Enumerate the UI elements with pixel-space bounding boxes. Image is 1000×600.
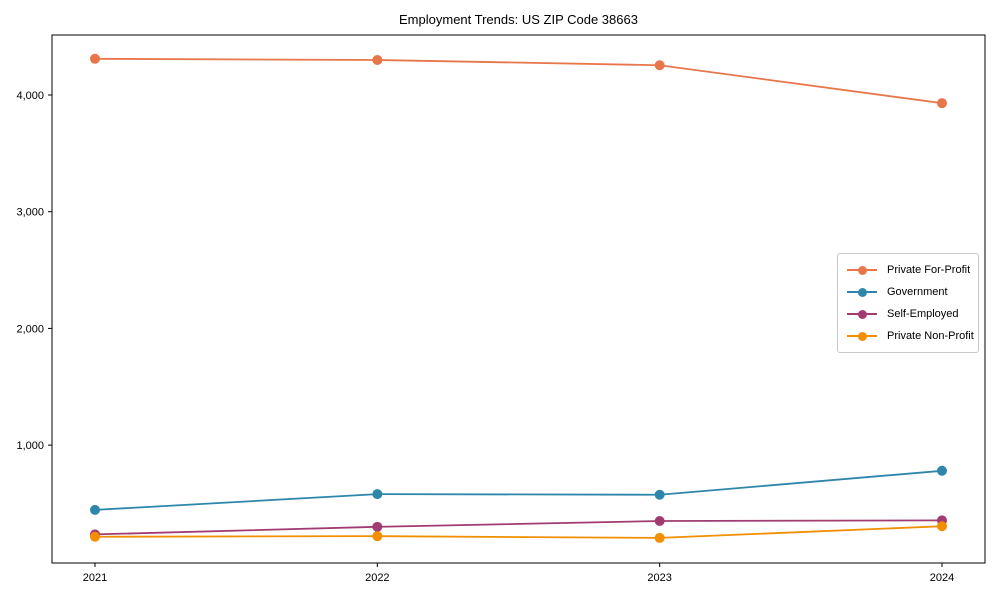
x-tick-label: 2022 [365,572,389,584]
data-point [937,521,947,532]
data-point [654,532,665,543]
plot-border [51,34,986,564]
data-point [372,521,383,532]
y-tick-label: 1,000 [16,440,44,452]
data-point [90,531,100,542]
series-line-3 [94,525,943,539]
legend-label: Private Non-Profit [887,330,974,342]
data-point [90,504,100,515]
data-point [372,489,383,500]
data-point [372,531,383,542]
line-marker-icon [847,265,877,275]
line-marker-icon [847,287,877,297]
data-point [654,489,665,500]
data-point [654,60,665,71]
line-marker-icon [847,331,877,341]
series-line-1 [94,469,943,511]
y-tick-label: 2,000 [16,323,44,335]
legend-label: Government [887,286,948,298]
y-tick-label: 3,000 [16,207,44,219]
legend-item: Private Non-Profit [838,325,978,347]
data-point [937,98,947,109]
data-point [654,515,665,526]
series-line-0 [94,57,943,105]
line-marker-icon [847,309,877,319]
legend-item: Self-Employed [838,303,978,325]
legend-label: Self-Employed [887,308,959,320]
data-point [90,53,100,64]
x-tick-label: 2023 [647,572,671,584]
x-tick-label: 2024 [930,572,954,584]
legend-item: Government [838,281,978,303]
data-point [937,465,947,476]
legend: Private For-Profit Government Self-Emplo… [837,253,979,353]
x-tick-label: 2021 [83,572,107,584]
chart-title: Employment Trends: US ZIP Code 38663 [399,12,638,27]
y-tick-label: 4,000 [16,90,44,102]
series-line-2 [94,519,943,536]
legend-item: Private For-Profit [838,259,978,281]
data-point [372,54,383,65]
legend-label: Private For-Profit [887,264,971,276]
